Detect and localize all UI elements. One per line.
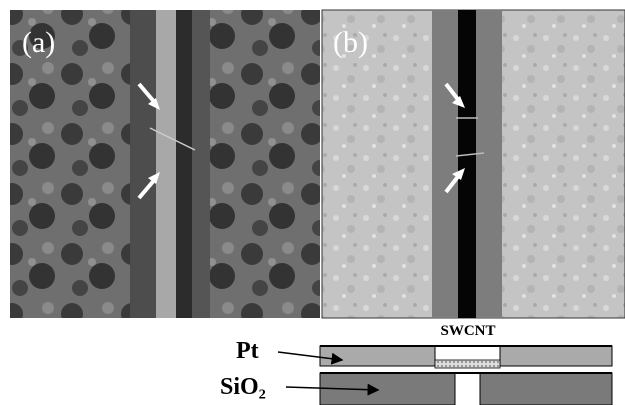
edge-region	[192, 10, 210, 318]
swcnt-layer	[435, 360, 500, 368]
electrode-stripe	[156, 10, 176, 318]
panel-label: (a)	[22, 26, 55, 59]
layer-label: Pt	[236, 338, 259, 364]
electrode-edge	[432, 10, 458, 318]
gap-stripe	[176, 10, 192, 318]
panel-b: (b)	[322, 10, 625, 318]
schematic-label: SWCNT	[440, 323, 495, 339]
gap	[458, 10, 476, 318]
layer-label: SiO₂	[220, 374, 266, 400]
panel-a: (a)	[10, 10, 320, 318]
pt-layer	[320, 346, 435, 366]
figure: (a) (b) SWCNT Pt SiO₂	[0, 0, 625, 405]
panel-label: (b)	[333, 26, 368, 59]
page: (a) (b) SWCNT Pt SiO₂ (() => { const dat…	[0, 0, 625, 405]
sio2-layer	[480, 373, 612, 405]
edge-region	[130, 10, 156, 318]
schematic: SWCNT Pt SiO₂	[220, 323, 612, 405]
pt-layer	[500, 346, 612, 366]
electrode-edge	[476, 10, 502, 318]
